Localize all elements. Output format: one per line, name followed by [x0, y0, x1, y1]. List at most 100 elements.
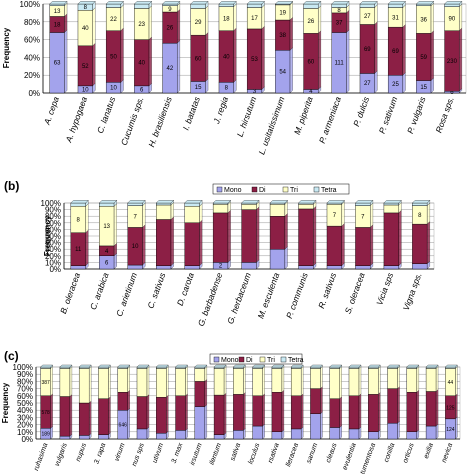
bar-tetra-segment [184, 202, 200, 207]
bar-tetra-segment [99, 202, 115, 207]
bar-side [204, 379, 207, 407]
bar-tetra-segment [290, 366, 302, 369]
category-label: P. sativum [377, 95, 400, 135]
bar-di-segment [290, 395, 302, 430]
category-label: vulgaris [54, 442, 69, 468]
bar-side [284, 213, 288, 250]
bar-mono-segment [310, 413, 321, 440]
category-label: H. brasiliensis [146, 95, 174, 149]
bar-side [227, 209, 231, 263]
bar-di-segment [271, 392, 283, 433]
y-tick-label: 80% [24, 18, 40, 27]
data-label: 44 [448, 380, 454, 386]
bar-side [402, 24, 406, 76]
bar-side [64, 13, 68, 33]
bar-top [127, 200, 146, 204]
data-label: 578 [41, 410, 50, 416]
category-label: S. oleracea [343, 271, 367, 315]
bar-top [359, 1, 378, 5]
category-label: P. armeniaca [317, 95, 343, 145]
bar-side [127, 407, 130, 440]
data-label: 8 [225, 86, 229, 92]
bar-side [455, 416, 458, 440]
bar-di-segment [310, 388, 321, 415]
bar-tri-segment [348, 368, 360, 397]
bar-top [412, 200, 431, 204]
bar-tetra-segment [175, 366, 186, 369]
category-label: evulentia [342, 442, 358, 471]
bar-top [246, 1, 265, 5]
bar-tetra-segment [49, 3, 65, 6]
bar-mono-segment [78, 435, 90, 440]
bar-di-segment [326, 225, 342, 266]
bar-tri-segment [194, 368, 206, 382]
bar-tetra-segment [218, 3, 234, 7]
bar-mono-segment [98, 434, 109, 440]
y-tick-label: 30% [45, 245, 61, 254]
bar-di-segment [355, 227, 371, 266]
data-label: 8 [418, 213, 422, 219]
y-tick-label: 50% [17, 399, 33, 408]
data-label: 11 [75, 247, 82, 253]
data-label: 40 [223, 55, 230, 61]
bar-tetra-segment [246, 3, 263, 8]
data-label: 50 [110, 55, 117, 61]
bar-side [430, 2, 434, 34]
bar-side [233, 27, 237, 83]
bar-top [425, 364, 439, 368]
data-label: 37 [336, 21, 343, 27]
bar-tetra-segment [213, 366, 225, 369]
bar-side [262, 393, 265, 427]
bar-side [185, 366, 188, 397]
bar-side [459, 3, 463, 32]
y-axis-label: Frequency [43, 215, 52, 256]
y-tick-label: 70% [17, 385, 33, 394]
bar-tri-segment [310, 368, 321, 389]
data-label: 3 [253, 89, 257, 95]
category-label: C. sativus [145, 271, 167, 310]
bar-side [346, 9, 350, 33]
bar-top [78, 364, 92, 368]
data-label: 8 [84, 5, 88, 11]
data-label: 26 [308, 19, 315, 25]
bar-mono-segment [70, 265, 86, 270]
data-label: 4 [309, 89, 313, 95]
category-label: G. herbaceum [225, 271, 253, 325]
bar-side [127, 389, 130, 411]
data-label: 111 [335, 61, 345, 67]
legend-swatch-di [238, 356, 245, 363]
y-tick-label: 0% [21, 435, 33, 444]
bar-top [212, 200, 231, 204]
legend-box [209, 353, 303, 365]
bar-top [194, 364, 208, 368]
bar-top [387, 1, 406, 5]
category-label: vinum [114, 442, 127, 462]
bar-top [444, 1, 463, 5]
bar-top [290, 364, 304, 368]
bar-mono-segment [184, 265, 200, 270]
bar-side [177, 9, 181, 44]
data-label: 13 [54, 9, 61, 15]
bar-tetra-segment [387, 3, 404, 8]
data-label: 60 [195, 56, 202, 62]
bar-di-segment [213, 394, 225, 435]
bar-top [252, 364, 266, 368]
bar-top [190, 1, 209, 5]
bar-side [146, 366, 150, 397]
bar-side [261, 4, 265, 30]
category-label: ilentum [209, 442, 223, 466]
bar-side [378, 366, 381, 395]
bar-top [134, 1, 153, 5]
data-label: 387 [41, 380, 50, 386]
bar-di-segment [156, 219, 172, 266]
bar-side [89, 400, 92, 436]
bar-side [166, 366, 169, 398]
bar-di-segment [241, 209, 257, 263]
category-label: M. piperita [292, 95, 315, 136]
bar-side [301, 366, 304, 397]
bar-side [204, 366, 207, 382]
bar-side [204, 404, 207, 440]
bar-tri-segment [271, 368, 283, 393]
bar-side [374, 70, 378, 94]
